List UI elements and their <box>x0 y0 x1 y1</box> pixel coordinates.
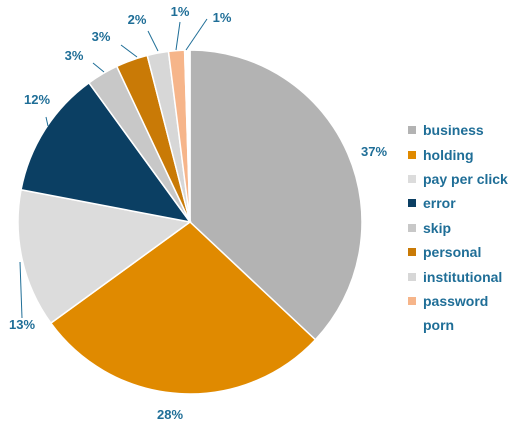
legend-item-personal: personal <box>408 240 518 264</box>
legend-swatch <box>408 126 416 135</box>
legend-label: pay per click <box>423 170 508 187</box>
legend-swatch <box>408 150 416 159</box>
leader-line-password <box>175 21 181 51</box>
legend-label: skip <box>423 219 452 236</box>
legend-swatch <box>408 248 416 257</box>
leader-line-pay-per-click <box>19 261 23 319</box>
pie-slice-holding <box>49 221 317 395</box>
leader-line-institutional <box>147 30 159 52</box>
percent-label-business: 37% <box>361 144 387 159</box>
percent-label-institutional: 2% <box>128 12 147 27</box>
legend-label: holding <box>423 146 474 163</box>
legend-label: business <box>423 122 484 139</box>
legend-item-pay-per-click: pay per click <box>408 167 518 191</box>
legend-swatch <box>408 296 416 305</box>
leader-line-error <box>45 116 49 127</box>
legend-label: personal <box>423 244 482 261</box>
legend-item-holding: holding <box>408 142 518 166</box>
chart-legend: business holding pay per click error skip per… <box>408 118 518 338</box>
legend-label: porn <box>423 317 455 334</box>
percentage-labels: 37% 28% 13% 12% 3% 3% 2% 1% 1% <box>9 4 387 422</box>
percent-label-pay-per-click: 13% <box>9 317 35 332</box>
legend-label: password <box>423 292 489 309</box>
legend-item-password: password <box>408 289 518 313</box>
legend-item-business: business <box>408 118 518 142</box>
legend-swatch <box>408 223 416 232</box>
pie-slice-pay-per-click <box>17 188 192 325</box>
legend-item-skip: skip <box>408 216 518 240</box>
legend-label: error <box>423 195 456 212</box>
percent-label-personal: 3% <box>92 29 111 44</box>
percent-label-skip: 3% <box>65 48 84 63</box>
percent-label-error: 12% <box>24 92 50 107</box>
legend-item-error: error <box>408 191 518 215</box>
pie-slice-error <box>20 81 192 224</box>
pie-slice-porn <box>183 49 191 223</box>
legend-swatch <box>408 272 416 281</box>
pie-slice-business <box>189 49 363 341</box>
legend-item-institutional: institutional <box>408 264 518 288</box>
percent-label-holding: 28% <box>157 407 183 422</box>
leader-line-porn <box>185 18 208 51</box>
legend-swatch <box>408 199 416 208</box>
leader-lines <box>19 18 208 319</box>
leader-line-personal <box>120 44 138 58</box>
legend-swatch <box>408 321 416 330</box>
percent-label-password: 1% <box>171 4 190 19</box>
leader-line-skip <box>92 62 105 73</box>
percent-label-porn: 1% <box>213 10 232 25</box>
legend-label: institutional <box>423 268 503 285</box>
legend-swatch <box>408 174 416 183</box>
pie-slices <box>17 49 363 395</box>
legend-item-porn: porn <box>408 313 518 337</box>
